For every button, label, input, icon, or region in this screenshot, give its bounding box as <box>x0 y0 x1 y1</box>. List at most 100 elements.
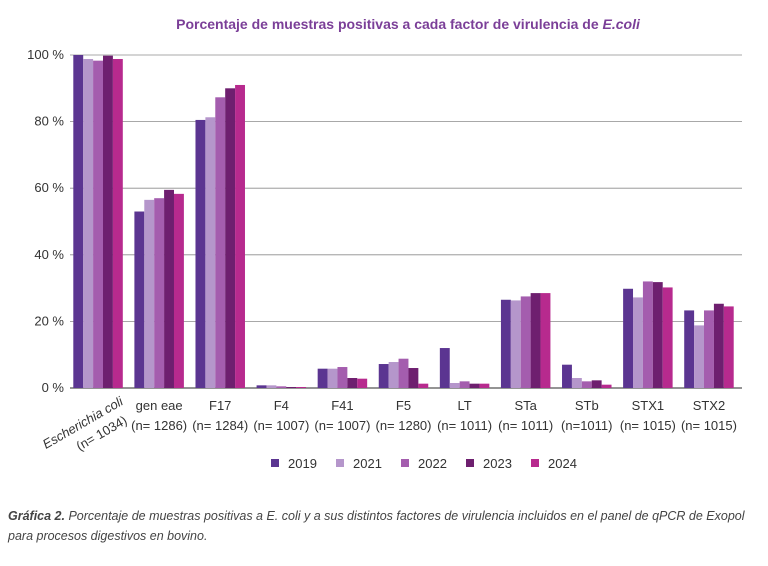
bar-2019 <box>623 288 634 388</box>
category-label: gen eae <box>136 398 183 413</box>
bar-2023 <box>225 88 236 389</box>
category-n-label: (n= 1015) <box>620 418 676 433</box>
category-label: STX1 <box>632 398 665 413</box>
category-label: LT <box>457 398 471 413</box>
legend-swatch <box>531 459 539 467</box>
category-label: STa <box>514 398 537 413</box>
bar-2023 <box>469 383 480 388</box>
legend-item-2019: 2019 <box>271 456 317 471</box>
y-tick-label: 60 % <box>34 180 64 195</box>
bar-2021 <box>266 385 277 388</box>
y-tick-label: 80 % <box>34 114 64 129</box>
bar-2022 <box>704 310 714 388</box>
category-n-label: (n= 1280) <box>375 418 431 433</box>
bar-2019 <box>195 119 206 388</box>
bar-2019 <box>134 211 145 388</box>
bar-2019 <box>562 364 572 388</box>
bar-2022 <box>215 97 226 388</box>
bar-2022 <box>337 367 348 388</box>
bar-2021 <box>571 378 582 388</box>
bar-2021 <box>633 297 643 388</box>
category-n-label: (n= 1284) <box>192 418 248 433</box>
bar-2019 <box>684 310 695 388</box>
bar-2022 <box>459 381 470 388</box>
bar-2023 <box>408 368 419 388</box>
category-label: F4 <box>274 398 289 413</box>
bar-2019 <box>317 368 328 388</box>
y-tick-label: 100 % <box>27 47 64 62</box>
caption-label: Gráfica 2. <box>8 509 65 523</box>
bar-2023 <box>713 303 724 388</box>
legend-item-2021: 2021 <box>336 456 382 471</box>
legend-item-2023: 2023 <box>466 456 512 471</box>
caption-text: Porcentaje de muestras positivas a E. co… <box>8 509 745 543</box>
bar-2023 <box>286 387 297 388</box>
legend-label: 2022 <box>418 456 447 471</box>
chart-title: Porcentaje de muestras positivas a cada … <box>176 16 641 32</box>
category-n-label: (n= 1015) <box>681 418 737 433</box>
bar-2019 <box>500 299 511 388</box>
bar-2024 <box>235 84 245 388</box>
bar-2021 <box>83 58 94 388</box>
bar-2023 <box>164 189 174 388</box>
legend: 2019 2021 2022 2023 2024 <box>271 456 577 471</box>
bar-2024 <box>418 383 429 388</box>
bar-2022 <box>642 281 653 388</box>
bar-2019 <box>256 385 267 388</box>
bar-2023 <box>530 293 541 388</box>
bar-2021 <box>205 117 216 389</box>
category-n-label: (n=1011) <box>561 418 612 433</box>
y-tick-label: 20 % <box>34 313 64 328</box>
bar-2024 <box>357 378 368 388</box>
y-axis-ticks: 0 % 20 % 40 % 60 % 80 % 100 % <box>27 47 64 395</box>
bar-2024 <box>112 58 123 388</box>
legend-swatch <box>271 459 279 467</box>
category-label: F41 <box>331 398 353 413</box>
legend-label: 2023 <box>483 456 512 471</box>
bar-2019 <box>73 55 84 388</box>
chart-title-main: Porcentaje de muestras positivas a cada … <box>176 16 602 32</box>
category-n-label: (n= 1011) <box>498 418 553 433</box>
category-n-label: (n= 1007) <box>314 418 370 433</box>
category-n-label: (n= 1011) <box>437 418 492 433</box>
bar-chart: Porcentaje de muestras positivas a cada … <box>27 16 742 471</box>
x-axis-categories: Escherichia coli(n= 1034)gen eae(n= 1286… <box>40 393 737 454</box>
bars <box>73 55 734 389</box>
bar-2024 <box>723 306 734 388</box>
category-n-label: (n= 1007) <box>253 418 309 433</box>
legend-item-2022: 2022 <box>401 456 447 471</box>
bar-2024 <box>296 387 307 388</box>
bar-2024 <box>662 287 673 388</box>
bar-2022 <box>520 296 531 388</box>
category-label: F17 <box>209 398 231 413</box>
bar-2024 <box>540 293 551 388</box>
bar-2024 <box>479 383 490 388</box>
bar-2021 <box>510 300 521 388</box>
figure-caption: Gráfica 2. Porcentaje de muestras positi… <box>8 506 760 546</box>
y-tick-label: 40 % <box>34 247 64 262</box>
y-tick-label: 0 % <box>42 380 65 395</box>
category-label: STX2 <box>693 398 726 413</box>
bar-2021 <box>694 325 705 388</box>
bar-2023 <box>103 55 113 388</box>
legend-label: 2019 <box>288 456 317 471</box>
legend-label: 2024 <box>548 456 577 471</box>
bar-2023 <box>591 380 602 388</box>
bar-2021 <box>388 362 399 388</box>
legend-item-2024: 2024 <box>531 456 577 471</box>
bar-2022 <box>93 60 103 388</box>
legend-swatch <box>401 459 409 467</box>
bar-2019 <box>439 348 450 388</box>
bar-2023 <box>652 282 663 388</box>
bar-2022 <box>581 381 592 388</box>
bar-2024 <box>173 193 184 388</box>
legend-swatch <box>466 459 474 467</box>
bar-2024 <box>601 384 612 388</box>
bar-2022 <box>276 386 287 388</box>
bar-2021 <box>449 383 460 388</box>
bar-2019 <box>378 364 389 388</box>
bar-2021 <box>144 199 155 388</box>
legend-label: 2021 <box>353 456 382 471</box>
category-label: STb <box>575 398 599 413</box>
bar-2023 <box>347 378 358 388</box>
